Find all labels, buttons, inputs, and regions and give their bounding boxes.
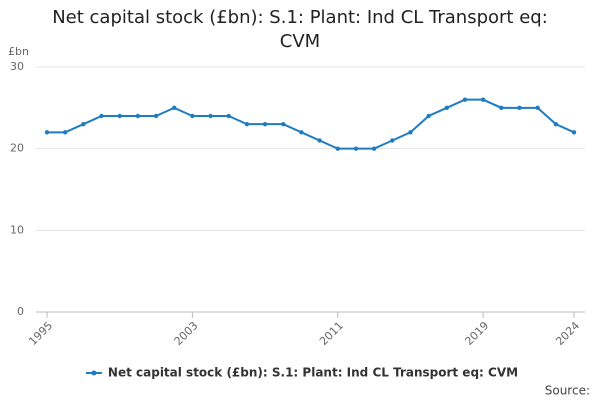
- point: [190, 113, 195, 119]
- point: [44, 130, 50, 135]
- x-tick-label: 2003: [172, 319, 201, 348]
- point: [535, 105, 540, 111]
- point: [81, 121, 86, 127]
- point: [244, 121, 250, 127]
- x-tick-label: 2019: [462, 319, 491, 348]
- point: [172, 105, 177, 111]
- y-tick-label: 0: [17, 305, 24, 318]
- y-tick-label: 30: [10, 60, 24, 73]
- point: [462, 97, 468, 102]
- point: [353, 146, 359, 151]
- point: [499, 105, 504, 111]
- line: [47, 98, 575, 150]
- point: [208, 113, 213, 119]
- point: [62, 130, 68, 135]
- y-tick-label: 20: [10, 142, 24, 155]
- legend-marker: [91, 370, 97, 376]
- x-tick-label: 2024: [553, 319, 582, 348]
- point: [335, 146, 340, 151]
- point: [444, 105, 449, 111]
- point: [117, 113, 122, 119]
- point: [135, 113, 141, 119]
- point: [480, 97, 486, 102]
- point: [153, 113, 159, 119]
- point: [517, 105, 522, 111]
- point: [317, 138, 322, 143]
- source: Source:: [545, 384, 590, 398]
- y-axis-label: £bn: [8, 45, 29, 58]
- point: [281, 121, 286, 127]
- chart-title: Net capital stock (£bn): S.1: Plant: Ind…: [52, 7, 548, 52]
- point: [390, 138, 395, 143]
- y-tick-label: 10: [10, 223, 24, 236]
- point: [262, 121, 268, 127]
- x-tick-label: 2011: [317, 319, 346, 348]
- legend-label: Net capital stock (£bn): S.1: Plant: Ind…: [108, 366, 518, 380]
- point: [553, 121, 559, 127]
- point: [299, 130, 304, 135]
- point: [408, 130, 413, 135]
- point: [571, 130, 577, 135]
- x-tick-label: 1995: [26, 319, 55, 348]
- point: [99, 113, 104, 119]
- point: [226, 113, 231, 119]
- point: [426, 113, 431, 119]
- point: [371, 146, 377, 151]
